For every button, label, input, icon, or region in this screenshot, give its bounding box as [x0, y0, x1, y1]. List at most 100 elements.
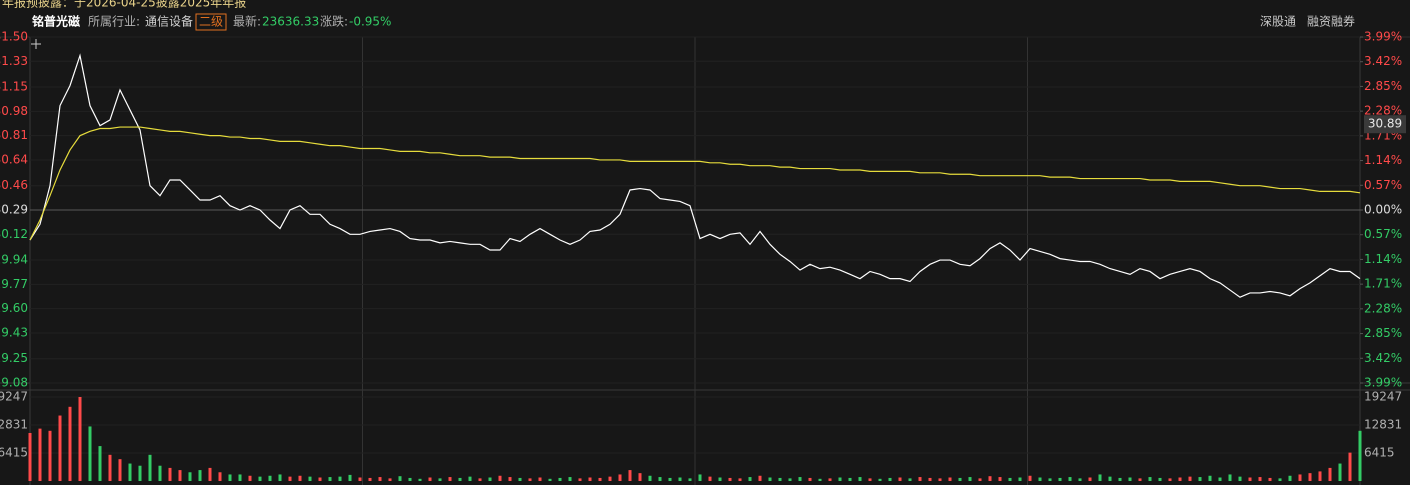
volume-bar [738, 478, 742, 481]
volume-bar [698, 474, 702, 481]
y2-tick-label: 3.99% [1364, 30, 1402, 44]
volume-bar [468, 476, 472, 481]
link[interactable]: 融资融券 [1307, 14, 1355, 29]
volume-bar [98, 446, 102, 481]
volume-bar [928, 477, 932, 481]
volume-bar [908, 478, 912, 481]
volume-bar [538, 477, 542, 481]
volume-bar [808, 477, 812, 481]
volume-bar [1138, 478, 1142, 481]
volume-bar [1028, 475, 1032, 481]
volume-bar [868, 478, 872, 481]
volume-bar [788, 478, 792, 481]
volume-bar [128, 463, 132, 481]
volume-bar [988, 476, 992, 481]
volume-bar [208, 467, 212, 481]
volume-bar [108, 454, 112, 481]
volume-bar [238, 474, 242, 481]
y-tick-label: 6415 [0, 446, 28, 460]
volume-bar [1158, 477, 1162, 481]
volume-bar [818, 478, 822, 481]
y-tick-label: 29.77 [0, 277, 28, 291]
y-tick-label: 31.15 [0, 80, 28, 94]
volume-bar [1058, 477, 1062, 481]
volume-bar [838, 477, 842, 481]
volume-bar [618, 474, 622, 481]
volume-bar [1088, 477, 1092, 481]
volume-bar [418, 478, 422, 481]
industry[interactable]: 通信设备 [145, 15, 193, 29]
volume-bar [178, 470, 182, 481]
volume-bar [578, 478, 582, 481]
volume-bar [1338, 463, 1342, 481]
volume-bar [758, 475, 762, 481]
link[interactable]: 深股通 [1260, 15, 1296, 29]
volume-bar [1048, 478, 1052, 481]
volume-bar [628, 470, 632, 481]
y-tick-label: 19247 [0, 390, 28, 404]
volume-bar [1308, 473, 1312, 481]
volume-bar [1268, 477, 1272, 481]
volume-bar [298, 475, 302, 481]
y2-tick-label: 2.85% [1364, 326, 1402, 340]
volume-bar [388, 478, 392, 481]
price-line [29, 53, 1361, 298]
latest-value: 23636.33 [262, 15, 319, 29]
volume-bar [1278, 478, 1282, 481]
y-tick-label: 29.25 [0, 351, 28, 365]
volume-bar [198, 470, 202, 481]
volume-bar [118, 459, 122, 481]
volume-bar [1298, 474, 1302, 481]
industry-label: 所属行业: [88, 15, 140, 29]
volume-bar [1078, 478, 1082, 481]
volume-bar [1208, 475, 1212, 481]
volume-bar [1238, 476, 1242, 481]
volume-bar [888, 477, 892, 481]
volume-bar [1148, 477, 1152, 481]
volume-bar [368, 477, 372, 481]
volume-bar [358, 477, 362, 481]
volume-bar [1218, 477, 1222, 481]
volume-bar [318, 477, 322, 481]
y2-tick-label: 19247 [1364, 390, 1402, 404]
volume-bar [228, 474, 232, 481]
volume-bar [598, 477, 602, 481]
volume-bar [938, 478, 942, 481]
volume-bar [1018, 477, 1022, 481]
volume-bar [168, 467, 172, 481]
volume-bar [258, 476, 262, 481]
y-tick-label: 29.94 [0, 253, 28, 267]
volume-bar [1168, 478, 1172, 481]
volume-bar [48, 430, 52, 481]
y2-tick-label: 3.42% [1364, 54, 1402, 68]
volume-bar [188, 472, 192, 481]
volume-bar [268, 475, 272, 481]
price-marker-box [1364, 115, 1406, 134]
volume-bar [768, 477, 772, 481]
volume-bar [978, 478, 982, 481]
volume-bar [508, 477, 512, 481]
y-tick-label: 30.64 [0, 152, 28, 166]
volume-bar [308, 476, 312, 481]
volume-bar [1318, 471, 1322, 481]
volume-bar [1348, 452, 1352, 481]
y2-tick-label: 0.57% [1364, 227, 1402, 241]
y2-tick-label: 1.14% [1364, 153, 1402, 167]
volume-bar [458, 477, 462, 481]
y2-tick-label: 12831 [1364, 418, 1402, 432]
volume-bar [1328, 467, 1332, 481]
y-tick-label: 29.08 [0, 376, 28, 390]
volume-bar [1258, 477, 1262, 481]
y2-tick-label: 0.00% [1364, 203, 1402, 217]
volume-bar [548, 478, 552, 481]
volume-bar [38, 428, 42, 481]
y-tick-label: 12831 [0, 418, 28, 432]
volume-bar [1128, 477, 1132, 481]
y-tick-label: 31.50 [0, 30, 28, 44]
volume-bar [158, 465, 162, 481]
y-tick-label: 30.29 [0, 203, 28, 217]
volume-bar [488, 477, 492, 481]
volume-bar [1108, 476, 1112, 481]
